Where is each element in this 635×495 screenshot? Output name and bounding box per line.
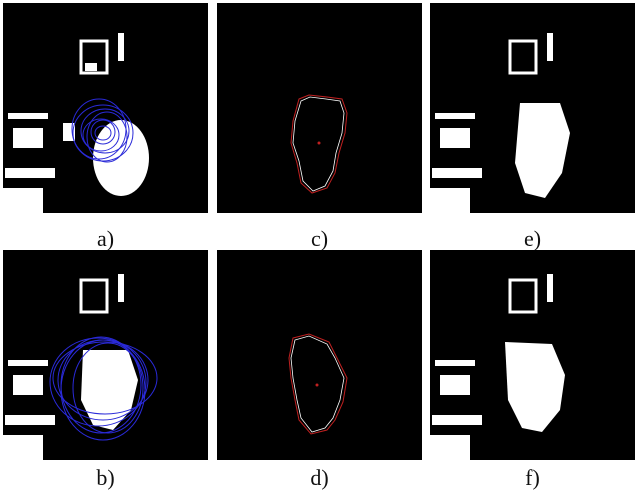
panel-e bbox=[430, 3, 635, 213]
face-image-a bbox=[3, 33, 149, 213]
face-image-e bbox=[430, 33, 570, 213]
face-image-f bbox=[430, 274, 565, 460]
caption-e: e) bbox=[523, 226, 542, 251]
caption-f: f) bbox=[525, 465, 540, 490]
caption-b: b) bbox=[96, 465, 115, 490]
panel-b bbox=[3, 250, 208, 460]
face-contour-d bbox=[288, 333, 348, 435]
face-image-b bbox=[3, 274, 158, 460]
caption-d: d) bbox=[310, 465, 329, 490]
caption-a: a) bbox=[96, 226, 115, 251]
face-contour-c bbox=[290, 94, 348, 194]
panel-f bbox=[430, 250, 635, 460]
caption-c: c) bbox=[310, 226, 329, 251]
panel-c bbox=[217, 3, 422, 213]
panel-d bbox=[217, 250, 422, 460]
panel-a bbox=[3, 3, 208, 213]
